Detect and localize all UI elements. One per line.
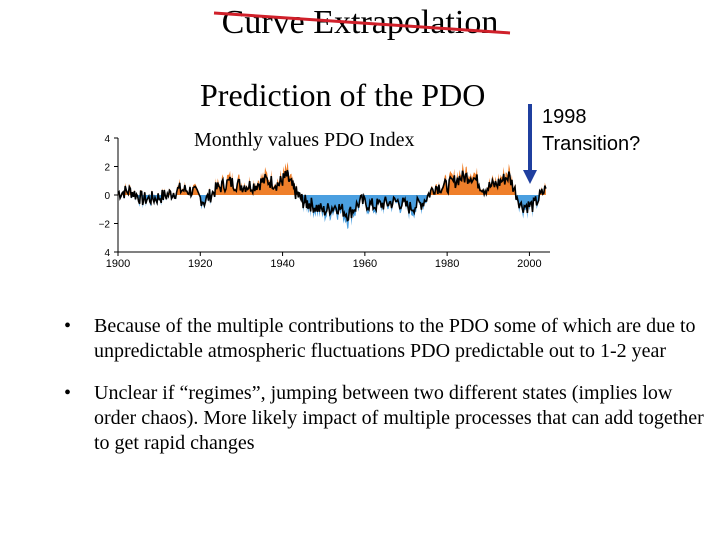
negative-area bbox=[118, 195, 546, 230]
arrow-head bbox=[523, 170, 537, 184]
y-tick-label: 0 bbox=[104, 191, 110, 202]
x-tick-label: 1920 bbox=[188, 258, 212, 270]
annotation-year: 1998 bbox=[542, 106, 587, 128]
bullet-item: • Unclear if “regimes”, jumping between … bbox=[64, 381, 704, 456]
transition-annotation: 1998 Transition? bbox=[542, 104, 640, 158]
x-tick-label: 1980 bbox=[435, 258, 459, 270]
bullet-dot: • bbox=[64, 382, 72, 404]
strike-line bbox=[213, 11, 511, 35]
pdo-index-line bbox=[117, 169, 547, 222]
x-tick-label: 1900 bbox=[106, 258, 130, 270]
transition-arrow bbox=[523, 104, 537, 184]
annotation-question: Transition? bbox=[542, 133, 641, 155]
bullet-dot: • bbox=[64, 315, 72, 337]
bullet-text: Unclear if “regimes”, jumping between tw… bbox=[94, 382, 704, 454]
y-tick-label: 4 bbox=[104, 134, 110, 145]
chart-label: Monthly values PDO Index bbox=[194, 129, 415, 151]
y-tick-label: 2 bbox=[104, 163, 110, 174]
bullet-text: Because of the multiple contributions to… bbox=[94, 315, 696, 362]
x-tick-label: 2000 bbox=[517, 258, 541, 270]
bullet-item: • Because of the multiple contributions … bbox=[64, 314, 704, 364]
x-tick-label: 1940 bbox=[270, 258, 294, 270]
bullet-list: • Because of the multiple contributions … bbox=[64, 314, 704, 473]
x-tick-label: 1960 bbox=[353, 258, 377, 270]
title-strikethrough bbox=[213, 11, 511, 35]
slide-subtitle: Prediction of the PDO bbox=[200, 77, 486, 113]
y-tick-label: 4 bbox=[104, 248, 110, 259]
y-tick-label: −2 bbox=[99, 220, 111, 231]
